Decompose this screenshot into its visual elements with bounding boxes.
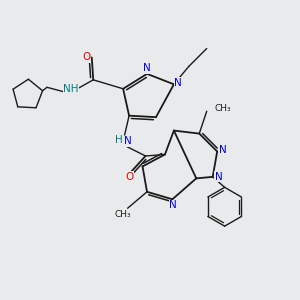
Text: N: N <box>219 145 226 155</box>
Text: CH₃: CH₃ <box>214 104 231 113</box>
Text: N: N <box>215 172 223 182</box>
Text: N: N <box>124 136 132 146</box>
Text: N: N <box>169 200 177 210</box>
Text: O: O <box>125 172 133 182</box>
Text: NH: NH <box>63 84 79 94</box>
Text: CH₃: CH₃ <box>115 210 131 219</box>
Text: H: H <box>116 134 123 145</box>
Text: N: N <box>142 64 150 74</box>
Text: N: N <box>175 78 182 88</box>
Text: O: O <box>82 52 91 62</box>
